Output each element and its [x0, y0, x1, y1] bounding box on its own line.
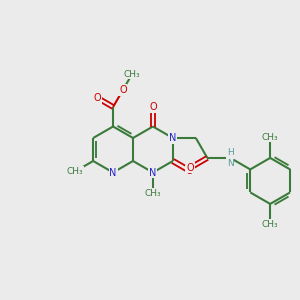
Text: O: O	[186, 166, 194, 176]
Text: N: N	[169, 133, 176, 143]
Text: CH₃: CH₃	[67, 167, 83, 176]
Text: O: O	[187, 163, 194, 173]
Text: H
N: H N	[227, 148, 234, 168]
Text: CH₃: CH₃	[262, 133, 278, 142]
Text: CH₃: CH₃	[124, 70, 140, 79]
Text: O: O	[119, 85, 127, 95]
Text: N: N	[149, 167, 157, 178]
Text: CH₃: CH₃	[262, 220, 278, 229]
Text: CH₃: CH₃	[145, 189, 161, 198]
Text: N: N	[110, 167, 117, 178]
Text: O: O	[149, 102, 157, 112]
Text: O: O	[93, 93, 101, 103]
